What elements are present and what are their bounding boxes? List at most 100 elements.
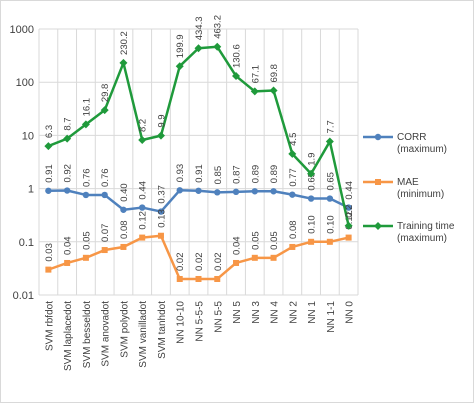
series-marker <box>101 191 108 199</box>
data-label: 0.87 <box>232 165 243 184</box>
x-tick-label: SVM vanilladot <box>138 301 149 368</box>
data-label: 0.02 <box>194 252 205 271</box>
series-marker <box>307 169 316 178</box>
series-marker <box>288 149 297 158</box>
data-label: 7.7 <box>325 120 336 133</box>
series-marker <box>250 87 259 96</box>
data-label: 16.1 <box>81 98 92 117</box>
x-tick-label: SVM rbfdot <box>44 301 55 351</box>
series-marker <box>120 206 127 213</box>
series-marker <box>138 135 147 144</box>
series-marker <box>82 254 89 261</box>
series-marker <box>344 221 353 230</box>
series-marker <box>45 187 52 194</box>
series-marker <box>101 247 108 254</box>
data-label: 0.05 <box>250 231 261 250</box>
y-tick-label: 1 <box>28 184 34 196</box>
x-tick-label: NN 5 <box>232 301 243 324</box>
series-marker <box>139 234 146 241</box>
x-tick-label: NN 10-10 <box>176 301 187 344</box>
data-label: 0.13 <box>156 209 167 228</box>
data-label: 0.12 <box>138 211 149 230</box>
series-marker <box>289 191 296 198</box>
data-label: 67.1 <box>250 65 261 84</box>
data-label: 0.37 <box>156 185 167 204</box>
series-marker <box>156 131 165 140</box>
series-marker <box>269 86 278 95</box>
x-tick-label: NN 2 <box>288 301 299 324</box>
x-tick-label: SVM besseldot <box>82 301 93 368</box>
x-tick-label: SVM tanhdot <box>157 301 168 359</box>
x-tick-label: NN 1-1 <box>326 301 337 333</box>
series-line <box>47 45 350 227</box>
x-tick-label: NN 0 <box>345 301 356 324</box>
data-label: 230.2 <box>119 31 130 55</box>
data-label: 0.76 <box>100 168 111 187</box>
x-tick-label: NN 1 <box>307 301 318 324</box>
data-label: 0.76 <box>81 168 92 187</box>
legend-swatch-marker <box>374 133 382 141</box>
y-tick-label: 0.01 <box>13 290 34 302</box>
data-label: 0.05 <box>81 231 92 250</box>
data-label: 463.2 <box>213 15 224 39</box>
data-label: 0.91 <box>194 164 205 183</box>
series-marker <box>326 195 334 202</box>
series-marker <box>82 191 90 199</box>
data-label: 8.7 <box>63 117 74 130</box>
series-marker <box>120 243 127 250</box>
data-label: 6.3 <box>44 125 55 138</box>
series-marker <box>119 58 128 67</box>
data-label: 434.3 <box>194 16 205 40</box>
series-marker <box>308 238 315 245</box>
series-marker <box>176 187 183 194</box>
data-label: 0.04 <box>63 236 74 255</box>
series-marker <box>270 188 277 195</box>
data-label: 0.93 <box>175 164 186 183</box>
y-tick-label: 0.1 <box>19 237 34 249</box>
series-marker <box>157 208 165 215</box>
series-marker <box>195 187 202 194</box>
data-label: 0.2 <box>344 205 355 218</box>
data-label: 130.6 <box>232 44 243 68</box>
legend-swatch-marker <box>374 222 382 230</box>
series-marker <box>45 266 52 273</box>
x-tick-label: NN 5-5-5 <box>195 301 206 342</box>
legend-label: (minimum) <box>397 189 444 200</box>
series-marker <box>157 232 164 239</box>
series-marker <box>214 189 221 196</box>
legend-label: Training time <box>397 221 455 232</box>
series-marker <box>307 195 315 202</box>
x-tick-label: NN 5-5 <box>213 301 224 333</box>
series-marker <box>63 134 72 143</box>
data-label: 0.07 <box>100 224 111 243</box>
x-tick-label: SVM polydot <box>119 301 130 358</box>
data-label: 0.02 <box>213 252 224 271</box>
series-marker <box>195 275 202 282</box>
data-label: 0.04 <box>232 236 243 255</box>
x-tick-label: NN 3 <box>251 301 262 324</box>
y-tick-label: 10 <box>22 130 34 142</box>
data-label: 0.92 <box>63 164 74 183</box>
legend-label: (maximum) <box>397 144 447 155</box>
series-marker <box>175 62 184 71</box>
data-label: 0.89 <box>250 165 261 184</box>
data-label: 0.89 <box>269 165 280 184</box>
data-label: 1.9 <box>307 153 318 166</box>
data-label: 29.8 <box>100 84 111 103</box>
series-marker <box>100 106 109 115</box>
series-marker <box>326 238 333 245</box>
series-marker <box>44 142 53 151</box>
y-tick-label: 100 <box>16 77 34 89</box>
data-label: 0.08 <box>119 220 130 239</box>
series-marker <box>345 204 352 211</box>
data-label: 0.77 <box>288 168 299 187</box>
data-label: 69.8 <box>269 64 280 83</box>
x-tick-label: SVM laplacedot <box>63 301 74 371</box>
series-marker <box>81 120 90 129</box>
legend-swatch-marker <box>375 179 381 185</box>
legend-label: CORR <box>397 132 426 143</box>
data-label: 0.10 <box>325 215 336 234</box>
x-tick-label: NN 4 <box>270 301 281 324</box>
